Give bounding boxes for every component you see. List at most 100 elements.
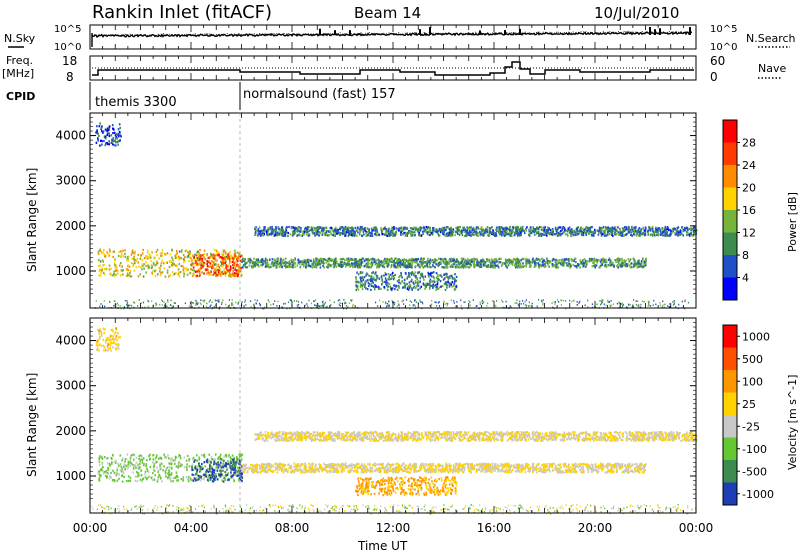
scatter-cell-b0 [230, 473, 232, 476]
scatter-cell-b2 [315, 263, 317, 266]
scatter-cell-b2 [388, 261, 390, 264]
scatter-cell-b3 [332, 230, 334, 233]
scatter-cell-ground [450, 299, 452, 301]
scatter-cell-b3 [564, 228, 566, 231]
scatter-cell-b0 [149, 254, 152, 257]
scatter-cell-b3 [665, 231, 667, 234]
scatter-cell-b4 [423, 278, 425, 281]
scatter-cell-b2 [253, 262, 255, 265]
scatter-cell-b4 [355, 288, 357, 292]
scatter-cell-b2 [422, 266, 425, 269]
scatter-cell-b1 [206, 263, 208, 266]
scatter-cell-b0 [98, 274, 101, 277]
scatter-cell-b0 [130, 261, 133, 264]
scatter-cell-b4 [408, 281, 411, 284]
scatter-cell-b3 [410, 234, 413, 237]
scatter-cell-b3 [571, 231, 573, 234]
scatter-cell-b5 [115, 135, 118, 138]
scatter-cell-b4 [426, 283, 429, 286]
scatter-cell-b2 [432, 261, 435, 264]
scatter-cell-b0 [153, 257, 155, 260]
scatter-cell-ground [129, 304, 131, 307]
scatter-cell-b3 [325, 231, 328, 234]
scatter-cell-b3 [599, 230, 602, 233]
scatter-cell-b3 [690, 227, 692, 230]
scatter-cell-b2 [384, 257, 386, 260]
scatter-cell-b2 [298, 260, 300, 263]
scatter-cell-b2 [602, 257, 605, 260]
scatter-cell-b3 [580, 229, 582, 232]
scatter-cell-ground [579, 300, 581, 303]
scatter-cell-b3 [565, 229, 567, 232]
scatter-cell-b3 [333, 232, 335, 235]
scatter-cell-b1 [210, 254, 212, 258]
scatter-cell-b0 [171, 256, 173, 259]
scatter-cell-ground [343, 307, 345, 310]
scatter-cell-b3 [356, 226, 359, 230]
scatter-cell-b0 [99, 249, 101, 252]
scatter-cell-b3 [462, 226, 464, 229]
scatter-cell-b2 [598, 259, 600, 262]
scatter-cell-b4 [412, 286, 415, 289]
scatter-cell-b2 [265, 263, 267, 266]
scatter-cell-ground [126, 303, 128, 306]
scatter-cell-b2 [577, 263, 580, 266]
scatter-cell-b3 [324, 233, 327, 237]
scatter-cell-b3 [367, 232, 370, 235]
scatter-cell-ground [249, 300, 252, 302]
scatter-cell-b2 [617, 257, 619, 260]
scatter-cell-b5 [101, 130, 103, 133]
scatter-cell-b2 [404, 265, 406, 268]
scatter-cell-b2 [638, 262, 640, 265]
scatter-cell-b3 [349, 233, 351, 236]
scatter-cell-b3 [314, 231, 317, 234]
scatter-cell-b2 [515, 263, 517, 266]
scatter-cell-b3 [478, 232, 480, 235]
scatter-cell-b0 [160, 262, 163, 265]
scatter-cell-b0 [182, 265, 184, 268]
scatter-cell-b3 [505, 230, 508, 233]
scatter-cell-b0 [114, 274, 116, 277]
scatter-cell-b3 [686, 226, 688, 229]
scatter-cell-b2 [284, 257, 287, 260]
scatter-cell-b0 [185, 269, 188, 272]
scatter-cell-b4 [372, 281, 374, 284]
scatter-cell-b2 [406, 260, 409, 263]
scatter-cell-b3 [644, 228, 647, 231]
scatter-cell-b4 [432, 286, 434, 289]
scatter-cell-ground [343, 299, 345, 301]
scatter-cell-b4 [438, 286, 441, 289]
scatter-cell-b3 [534, 228, 536, 231]
scatter-cell-b2 [350, 264, 353, 267]
scatter-cell-b3 [406, 227, 409, 230]
scatter-cell-ground [659, 304, 661, 307]
scatter-cell-b3 [613, 228, 616, 231]
scatter-cell-b2 [385, 258, 387, 261]
scatter-cell-b2 [546, 261, 549, 265]
scatter-cell-b3 [448, 231, 451, 234]
scatter-cell-b2 [280, 258, 282, 261]
scatter-cell-ground [681, 300, 683, 303]
scatter-cell-b2 [320, 259, 323, 262]
ytick-label: 2000 [55, 219, 86, 233]
scatter-cell-b4 [448, 282, 450, 285]
scatter-cell-b3 [415, 226, 417, 229]
scatter-cell-b0 [121, 269, 124, 272]
scatter-cell-b2 [410, 262, 412, 265]
scatter-cell-b4 [383, 286, 385, 289]
scatter-cell-b3 [477, 227, 479, 230]
scatter-cell-ground [196, 303, 199, 305]
scatter-cell-b5 [110, 134, 113, 137]
scatter-cell-b3 [479, 232, 482, 235]
scatter-cell-b3 [688, 227, 690, 230]
scatter-cell-b4 [361, 287, 364, 290]
scatter-cell-b2 [630, 266, 633, 269]
scatter-cell-b2 [254, 265, 257, 268]
velocity-scatter [91, 327, 698, 515]
scatter-cell-b3 [589, 227, 591, 230]
scatter-cell-b2 [348, 260, 350, 263]
scatter-cell-b3 [281, 226, 284, 229]
scatter-cell-b0 [179, 457, 182, 460]
scatter-cell-b0 [168, 470, 171, 473]
scatter-cell-b2 [547, 259, 550, 263]
